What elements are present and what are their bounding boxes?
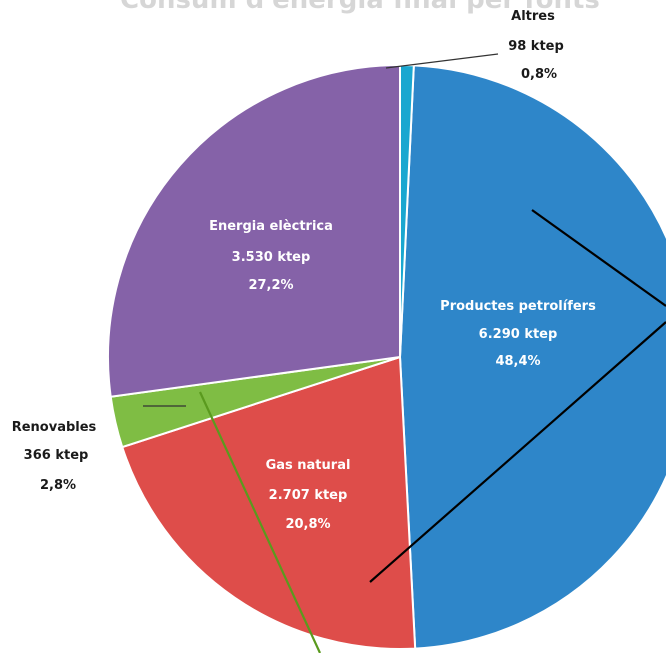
slice-label-productes: Productes petrolífers: [440, 299, 596, 314]
leader-line-altres: [385, 53, 499, 69]
slice-value-electrica: 3.530 ktep: [232, 250, 311, 265]
title-fragment: Consum d'energia final per fonts: [120, 0, 600, 15]
slice-value-productes: 6.290 ktep: [479, 327, 558, 342]
pie-slice-productes: [398, 64, 666, 650]
slice-percent-altres: 0,8%: [521, 67, 557, 82]
slice-value-renovables: 366 ktep: [24, 448, 89, 463]
slice-percent-electrica: 27,2%: [248, 278, 293, 293]
slice-label-renovables: Renovables: [12, 420, 97, 435]
slice-percent-gas: 20,8%: [285, 517, 330, 532]
annotation-line-2: [369, 321, 666, 583]
pie-slice-gas: [120, 355, 417, 650]
slice-percent-renovables: 2,8%: [40, 478, 76, 493]
slice-label-altres: Altres: [511, 9, 555, 24]
slice-label-electrica: Energia elèctrica: [209, 219, 333, 234]
pie-slices: [107, 63, 666, 650]
slice-value-altres: 98 ktep: [508, 39, 564, 54]
annotation-line-green: [199, 391, 321, 653]
slice-label-gas: Gas natural: [266, 458, 351, 473]
slice-percent-productes: 48,4%: [495, 354, 540, 369]
annotation-line-1: [531, 209, 666, 307]
slice-value-gas: 2.707 ktep: [269, 488, 348, 503]
pie-slice-electrica: [107, 63, 401, 398]
